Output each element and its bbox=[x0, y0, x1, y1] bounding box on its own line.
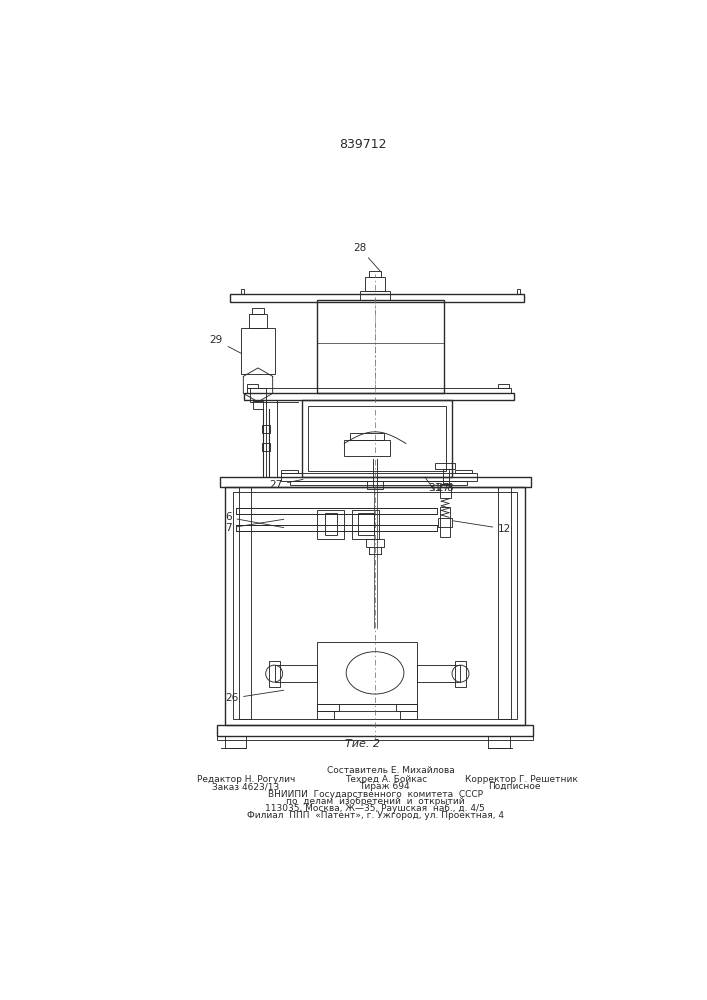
Bar bbox=[291, 481, 467, 485]
Bar bbox=[236, 508, 437, 514]
Bar bbox=[244, 393, 514, 400]
Bar bbox=[317, 704, 339, 711]
Bar bbox=[351, 433, 385, 440]
Bar bbox=[317, 704, 417, 711]
Text: Заказ 4623/13: Заказ 4623/13 bbox=[212, 782, 279, 791]
Bar bbox=[438, 518, 452, 527]
Bar bbox=[455, 661, 466, 687]
Bar bbox=[517, 289, 520, 294]
Text: 8: 8 bbox=[446, 483, 453, 493]
Bar bbox=[443, 469, 449, 484]
Text: 27: 27 bbox=[436, 483, 450, 493]
Bar bbox=[281, 473, 477, 481]
Bar bbox=[368, 481, 382, 489]
Bar bbox=[440, 484, 450, 498]
Bar bbox=[233, 492, 518, 719]
Bar bbox=[247, 384, 258, 388]
Bar bbox=[219, 477, 530, 487]
Bar bbox=[352, 510, 379, 539]
Text: Τие. 2: Τие. 2 bbox=[345, 739, 380, 749]
Text: 29: 29 bbox=[209, 335, 242, 354]
Bar bbox=[317, 711, 334, 719]
Bar bbox=[241, 328, 275, 374]
Bar bbox=[230, 294, 525, 302]
Text: Составитель Е. Михайлова: Составитель Е. Михайлова bbox=[327, 766, 455, 775]
Bar bbox=[417, 665, 460, 682]
Bar bbox=[308, 406, 446, 471]
Text: Филиал  ППП  «Патент», г. Ужгород, ул. Проектная, 4: Филиал ППП «Патент», г. Ужгород, ул. Про… bbox=[247, 811, 503, 820]
Text: 6: 6 bbox=[225, 512, 284, 528]
Bar bbox=[250, 388, 266, 402]
Bar bbox=[236, 525, 437, 531]
Text: 31: 31 bbox=[428, 483, 441, 493]
Text: по  делам  изобретений  и  открытий: по делам изобретений и открытий bbox=[286, 797, 464, 806]
Bar bbox=[225, 736, 247, 748]
Text: Редактор Н. Рогулич: Редактор Н. Рогулич bbox=[197, 775, 295, 784]
Bar bbox=[396, 704, 417, 711]
Bar bbox=[241, 289, 244, 294]
Text: Подписное: Подписное bbox=[488, 782, 541, 791]
Bar bbox=[302, 400, 452, 477]
Text: 26: 26 bbox=[225, 690, 284, 703]
Bar bbox=[253, 401, 262, 409]
Bar bbox=[498, 487, 510, 719]
Bar bbox=[317, 510, 344, 539]
Bar bbox=[489, 736, 510, 748]
Bar bbox=[440, 507, 450, 537]
Bar bbox=[225, 487, 525, 725]
Bar bbox=[266, 400, 277, 477]
Bar bbox=[365, 277, 385, 291]
Text: 7: 7 bbox=[225, 519, 284, 533]
Bar bbox=[325, 513, 337, 535]
Text: 839712: 839712 bbox=[339, 138, 387, 151]
Bar bbox=[217, 736, 533, 740]
Text: 113035, Москва, Ж—35, Раушская  наб., д. 4/5: 113035, Москва, Ж—35, Раушская наб., д. … bbox=[265, 804, 485, 813]
Bar bbox=[281, 470, 298, 473]
Text: ВНИИПИ  Государственного  комитета  СССР: ВНИИПИ Государственного комитета СССР bbox=[267, 790, 483, 799]
Text: Тираж 694: Тираж 694 bbox=[359, 782, 409, 791]
Bar bbox=[344, 440, 390, 456]
Bar bbox=[262, 425, 270, 433]
Bar bbox=[400, 711, 417, 719]
Bar bbox=[217, 725, 533, 736]
Bar bbox=[455, 470, 472, 473]
Bar bbox=[252, 308, 264, 314]
Bar bbox=[435, 463, 455, 469]
Text: Корректор Г. Решетник: Корректор Г. Решетник bbox=[465, 775, 578, 784]
Text: 28: 28 bbox=[353, 243, 381, 272]
Bar bbox=[317, 642, 417, 704]
Bar bbox=[239, 487, 251, 719]
Bar bbox=[249, 314, 267, 328]
Text: 27: 27 bbox=[269, 479, 303, 490]
Bar bbox=[358, 513, 373, 535]
Bar bbox=[269, 661, 279, 687]
Text: 12: 12 bbox=[453, 521, 511, 534]
Bar bbox=[275, 665, 317, 682]
Text: Техред А. Бойкас: Техред А. Бойкас bbox=[346, 775, 428, 784]
Bar bbox=[247, 388, 510, 393]
Bar bbox=[498, 384, 509, 388]
Bar bbox=[262, 443, 270, 451]
Bar bbox=[369, 271, 381, 277]
Bar bbox=[360, 291, 390, 300]
Bar bbox=[366, 539, 385, 547]
Bar bbox=[317, 300, 444, 393]
